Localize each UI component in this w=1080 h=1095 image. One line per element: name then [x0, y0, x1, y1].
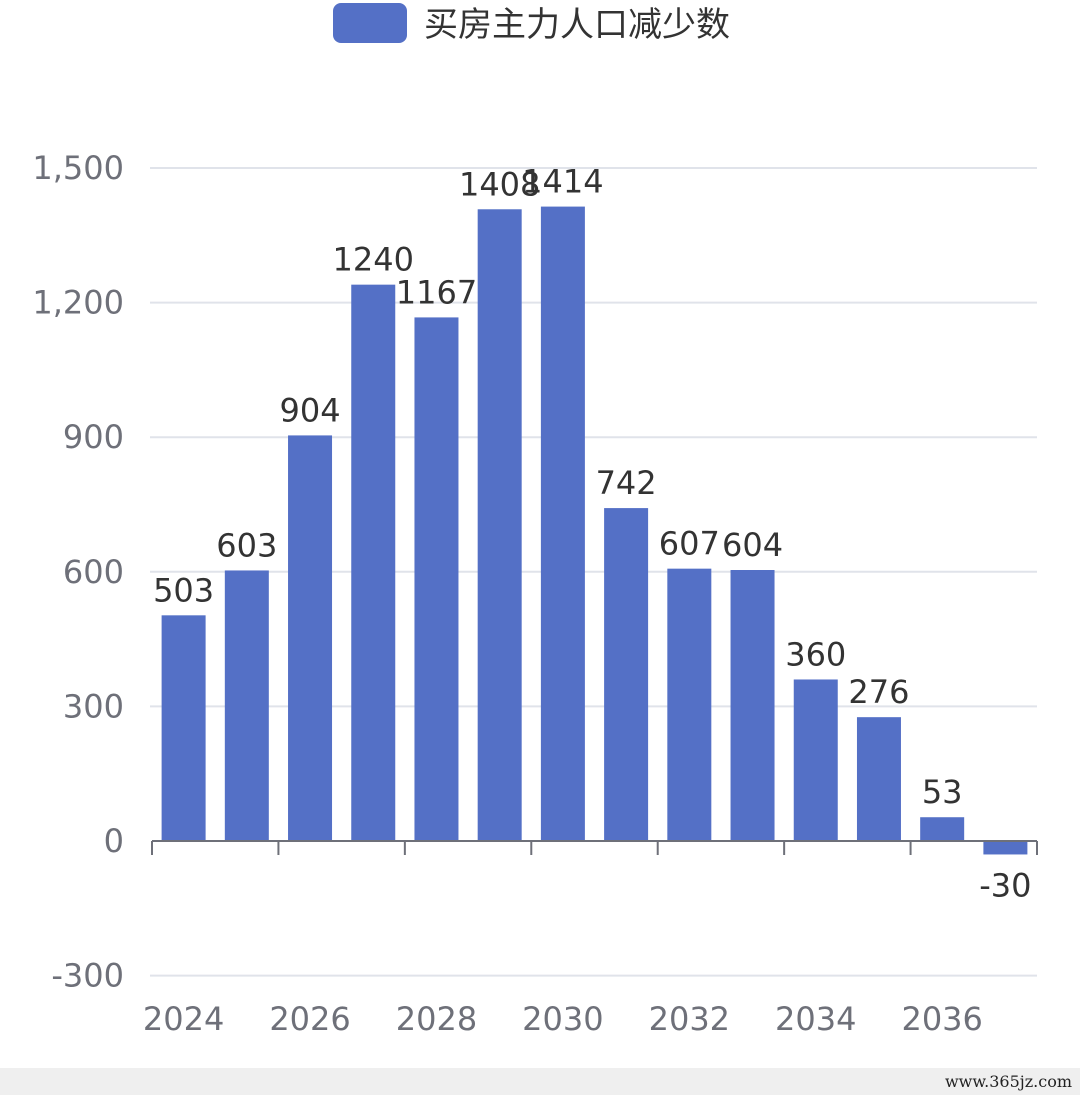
x-tick-label: 2028	[396, 1000, 477, 1038]
y-tick-label: -300	[51, 957, 124, 995]
y-tick-label: 0	[104, 822, 124, 860]
bar[interactable]	[920, 817, 965, 841]
bar[interactable]	[730, 570, 775, 841]
x-axis-labels: 2024 2026 2028 2030 2032 2034 2036	[143, 1000, 983, 1038]
bar[interactable]	[351, 284, 396, 841]
bar[interactable]	[224, 570, 269, 841]
y-tick-label: 900	[63, 418, 124, 456]
grid-lines	[150, 167, 1037, 977]
bar[interactable]	[793, 679, 838, 841]
bar[interactable]	[414, 317, 459, 841]
data-label: 904	[279, 391, 340, 429]
bar[interactable]	[540, 206, 585, 841]
x-axis	[151, 840, 1038, 855]
x-tick-label: 2032	[649, 1000, 730, 1038]
bar[interactable]	[288, 435, 333, 841]
x-tick-label: 2024	[143, 1000, 224, 1038]
data-label: 1240	[333, 241, 414, 279]
bar[interactable]	[983, 841, 1028, 855]
watermark-text: www.365jz.com	[944, 1072, 1072, 1091]
data-label: 1414	[522, 163, 603, 201]
bar[interactable]	[477, 209, 522, 841]
data-label: 603	[216, 526, 277, 564]
data-label: 1408	[459, 165, 540, 203]
data-label: 503	[153, 571, 214, 609]
x-tick-label: 2034	[775, 1000, 856, 1038]
data-label: 276	[848, 673, 909, 711]
y-tick-label: 1,500	[32, 149, 124, 187]
y-tick-label: 600	[63, 553, 124, 591]
legend-swatch	[333, 3, 407, 43]
bars	[161, 206, 1028, 855]
x-tick-label: 2030	[522, 1000, 603, 1038]
bar[interactable]	[604, 508, 649, 841]
data-label: 604	[722, 526, 783, 564]
legend-label: 买房主力人口减少数	[424, 5, 730, 45]
y-tick-label: 1,200	[32, 284, 124, 322]
data-label: 360	[785, 635, 846, 673]
bar[interactable]	[667, 568, 712, 841]
data-label: 742	[596, 464, 657, 502]
data-label: 1167	[396, 273, 477, 311]
bar[interactable]	[856, 717, 901, 841]
x-tick-label: 2036	[901, 1000, 982, 1038]
footer-bar	[0, 1068, 1080, 1095]
data-label: -30	[979, 866, 1031, 904]
data-label: 53	[922, 773, 963, 811]
legend[interactable]: 买房主力人口减少数	[333, 3, 730, 45]
data-label: 607	[659, 525, 720, 563]
bar[interactable]	[161, 615, 206, 841]
x-tick-label: 2026	[269, 1000, 350, 1038]
y-axis-labels: -300 0 300 600 900 1,200 1,500	[32, 149, 124, 995]
y-tick-label: 300	[63, 687, 124, 725]
